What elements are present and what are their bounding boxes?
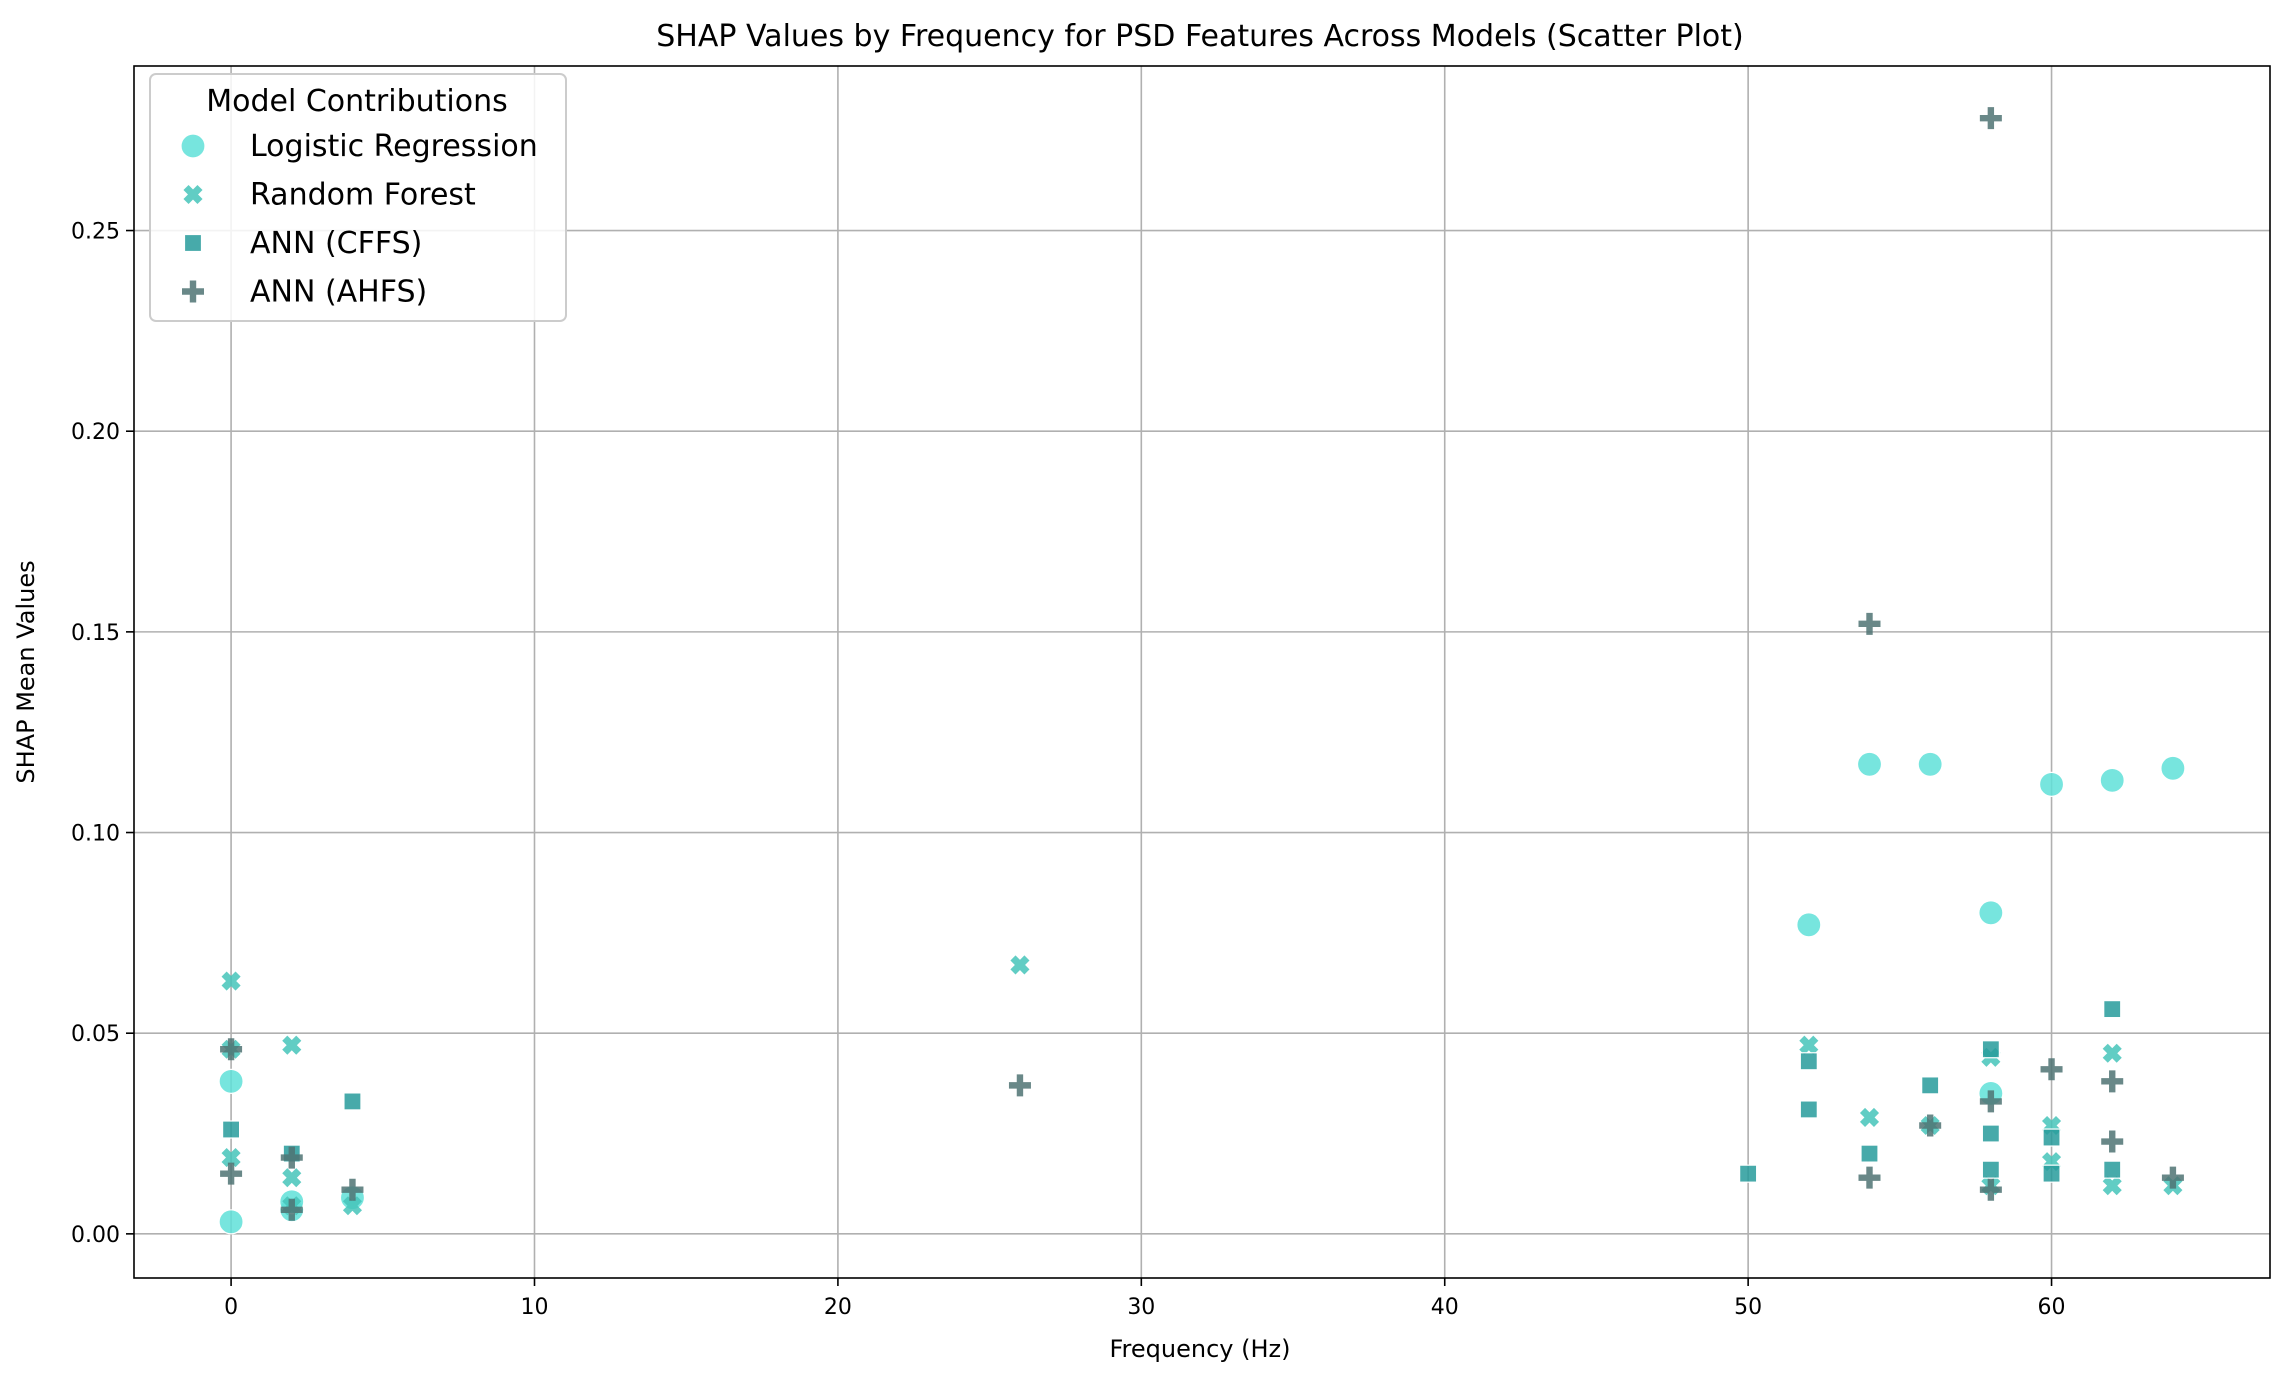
legend-label: ANN (AHFS): [250, 275, 427, 310]
data-point: [2038, 771, 2065, 797]
legend-label: Logistic Regression: [250, 129, 538, 164]
data-point: [220, 1162, 243, 1185]
y-tick-label: 0.05: [71, 1022, 120, 1047]
y-tick-label: 0.20: [71, 420, 120, 445]
data-point: [1796, 912, 1822, 938]
legend: Model Contributions Logistic Regression R…: [149, 73, 567, 322]
legend-items: Logistic Regression Random Forest ANN (CFF…: [180, 129, 538, 310]
data-point: [2101, 1070, 2124, 1093]
data-point: [1981, 1040, 2000, 1059]
data-point: [1799, 1035, 1819, 1055]
legend-marker: [182, 280, 204, 303]
data-point: [1799, 1052, 1818, 1071]
y-tick-label: 0.15: [71, 621, 120, 646]
x-tick-label: 40: [1431, 1295, 1459, 1320]
data-points: [218, 107, 2186, 1235]
axis-ticks: 0 10 20 30 40 50 60 0.00 0.05 0.10 0.15 0.20 0.25: [71, 220, 2066, 1320]
x-axis-title: Frequency (Hz): [1110, 1335, 1291, 1363]
data-point: [1739, 1164, 1758, 1183]
legend-box: [149, 73, 567, 322]
data-point: [218, 1068, 244, 1094]
data-point: [2042, 1128, 2061, 1147]
legend-title: Model Contributions: [206, 84, 508, 119]
data-point: [221, 971, 241, 991]
data-point: [2040, 1058, 2063, 1081]
data-point: [1008, 1074, 1031, 1097]
data-point: [221, 1120, 241, 1139]
y-axis-title: SHAP Mean Values: [12, 560, 40, 783]
data-point: [2102, 1176, 2122, 1196]
data-point: [2042, 1164, 2061, 1183]
data-point: [1799, 1100, 1818, 1119]
data-point: [2102, 1043, 2122, 1063]
x-tick-label: 50: [1734, 1295, 1762, 1320]
data-point: [1919, 1114, 1942, 1137]
legend-marker: [183, 184, 203, 205]
data-point: [1981, 1160, 2000, 1179]
chart-title: SHAP Values by Frequency for PSD Feature…: [656, 19, 1744, 54]
y-tick-label: 0.00: [71, 1223, 120, 1248]
data-point: [280, 1146, 303, 1169]
plot-frame: [133, 65, 2271, 1279]
y-tick-label: 0.25: [71, 220, 120, 245]
data-point: [221, 1148, 241, 1168]
data-point: [220, 1038, 243, 1061]
data-point: [2101, 1130, 2124, 1153]
data-point: [2103, 1160, 2122, 1179]
series-ann-ahfs: [220, 107, 2184, 1221]
data-point: [2161, 1166, 2184, 1189]
data-point: [1859, 1107, 1880, 1128]
data-point: [342, 1196, 363, 1216]
data-point: [1981, 1124, 2000, 1143]
x-tick-label: 0: [224, 1295, 238, 1320]
legend-label: Random Forest: [250, 178, 476, 213]
data-point: [1979, 107, 2002, 130]
legend-label: ANN (CFFS): [250, 226, 422, 261]
data-point: [1858, 1166, 1881, 1189]
x-tick-label: 10: [521, 1295, 549, 1320]
data-point: [2160, 755, 2186, 781]
data-point: [282, 1035, 302, 1055]
data-point: [2103, 1000, 2122, 1019]
data-point: [1917, 751, 1943, 777]
x-tick-label: 60: [2038, 1295, 2066, 1320]
data-point: [343, 1092, 362, 1111]
y-tick-label: 0.10: [71, 822, 120, 847]
data-point: [1979, 1090, 2002, 1113]
data-point: [1858, 612, 1881, 635]
series-ann-cffs: [221, 1000, 2122, 1183]
data-point: [1978, 900, 2004, 926]
data-point: [1856, 751, 1883, 777]
data-point: [1860, 1144, 1879, 1163]
data-point: [2099, 767, 2125, 793]
grid-lines: [134, 66, 2270, 1278]
x-tick-label: 20: [824, 1295, 852, 1320]
x-tick-label: 30: [1127, 1295, 1155, 1320]
legend-marker: [183, 233, 203, 253]
data-point: [280, 1198, 303, 1221]
data-point: [218, 1209, 244, 1235]
data-point: [1921, 1076, 1940, 1095]
data-point: [282, 1168, 302, 1188]
data-point: [341, 1178, 364, 1201]
legend-marker: [180, 133, 206, 159]
data-point: [1979, 1178, 2002, 1201]
data-point: [1010, 955, 1030, 975]
